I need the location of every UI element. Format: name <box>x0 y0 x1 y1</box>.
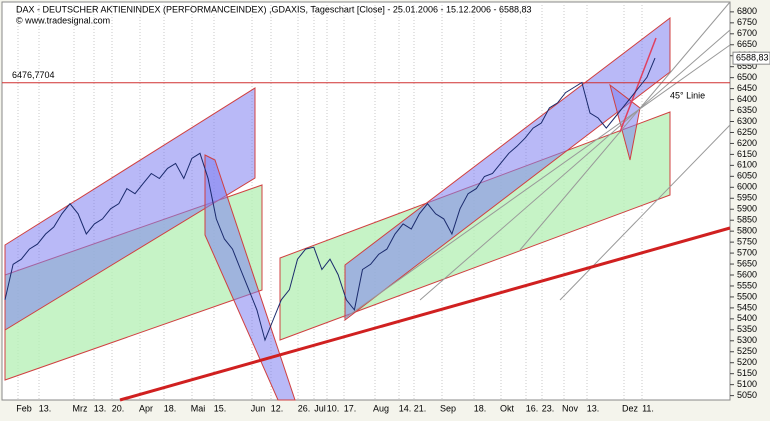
x-tick-label: 20. <box>112 403 125 413</box>
y-tick-label: 6300 <box>737 116 757 126</box>
y-tick-label: 6800 <box>737 6 757 16</box>
y-tick-label: 5800 <box>737 226 757 236</box>
x-tick-label: 16. <box>526 403 539 413</box>
x-tick-label: Sep <box>440 403 456 413</box>
price-line <box>4 57 656 342</box>
y-tick-label: 6650 <box>737 39 757 49</box>
x-tick-label: 26. <box>298 403 311 413</box>
y-tick-label: 6700 <box>737 28 757 38</box>
x-tick-label: Mrz <box>73 403 88 413</box>
x-tick-label: Feb <box>16 403 32 413</box>
y-tick-label: 6750 <box>737 17 757 27</box>
x-tick-label: 23. <box>542 403 555 413</box>
x-tick-label: Dez <box>622 403 639 413</box>
chart-title: DAX - DEUTSCHER AKTIENINDEX (PERFORMANCE… <box>16 4 532 14</box>
y-tick-label: 5950 <box>737 193 757 203</box>
x-tick-label: Mai <box>191 403 206 413</box>
fan-line <box>519 1 731 251</box>
y-tick-label: 5900 <box>737 204 757 214</box>
y-tick-label: 6100 <box>737 160 757 170</box>
x-tick-label: 18. <box>164 403 177 413</box>
y-tick-label: 5400 <box>737 313 757 323</box>
last-value-label: 6588,83 <box>736 53 769 63</box>
y-tick-label: 6150 <box>737 149 757 159</box>
marks <box>2 57 730 342</box>
y-tick-label: 5850 <box>737 215 757 225</box>
x-tick-label: 17. <box>344 403 357 413</box>
y-tick-label: 5550 <box>737 280 757 290</box>
y-tick-label: 5650 <box>737 258 757 268</box>
y-tick-label: 6200 <box>737 138 757 148</box>
y-tick-label: 5250 <box>737 346 757 356</box>
subtitle: © www.tradesignal.com <box>16 15 110 25</box>
y-tick-label: 6450 <box>737 83 757 93</box>
x-tick-label: 18. <box>474 403 487 413</box>
x-tick-label: Nov <box>562 403 579 413</box>
y-tick-label: 5200 <box>737 357 757 367</box>
y-tick-label: 6400 <box>737 94 757 104</box>
y-tick-label: 5300 <box>737 335 757 345</box>
y-tick-label: 6000 <box>737 182 757 192</box>
x-tick-label: 10. <box>327 403 340 413</box>
x-tick-label: 15. <box>214 403 227 413</box>
y-tick-label: 6550 <box>737 61 757 71</box>
fan-line <box>559 124 731 301</box>
fan-line <box>344 44 731 319</box>
x-tick-label: 21. <box>414 403 427 413</box>
x-tick-label: Jun <box>251 403 266 413</box>
y-tick-label: 5350 <box>737 324 757 334</box>
y-tick-label: 5050 <box>737 390 757 400</box>
blue-channel <box>344 16 671 322</box>
x-tick-label: 14. <box>399 403 412 413</box>
y-tick-label: 5450 <box>737 302 757 312</box>
y-tick-label: 6050 <box>737 171 757 181</box>
x-tick-label: 13. <box>587 403 600 413</box>
trend-line <box>119 226 731 402</box>
blue-channel <box>4 87 256 331</box>
x-tick-label: 12. <box>271 403 284 413</box>
fan-line <box>419 29 731 301</box>
x-tick-label: Jul <box>314 403 326 413</box>
x-tick-label: Apr <box>139 403 153 413</box>
y-tick-label: 6500 <box>737 72 757 82</box>
y-tick-label: 6350 <box>737 105 757 115</box>
annotation: 45° Linie <box>670 90 705 100</box>
x-tick-label: Okt <box>500 403 515 413</box>
x-tick-label: 13. <box>39 403 52 413</box>
x-tick-label: 11. <box>642 403 654 413</box>
y-tick-label: 5500 <box>737 291 757 301</box>
y-tick-label: 5100 <box>737 379 757 389</box>
y-tick-label: 5600 <box>737 269 757 279</box>
hline-label: 6476,7704 <box>12 70 55 80</box>
analysis-drawings <box>4 1 731 402</box>
blue-channel <box>204 154 296 401</box>
y-tick-label: 6250 <box>737 127 757 137</box>
y-tick-label: 5750 <box>737 236 757 246</box>
x-tick-label: Aug <box>373 403 389 413</box>
y-tick-label: 5150 <box>737 368 757 378</box>
y-tick-label: 5700 <box>737 247 757 257</box>
trend-line <box>619 37 657 133</box>
x-tick-label: 13. <box>94 403 107 413</box>
last-value-box <box>732 51 770 65</box>
